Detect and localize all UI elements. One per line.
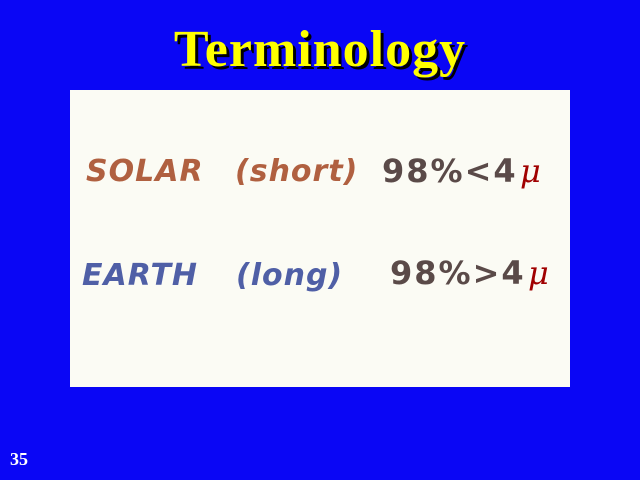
earth-unit: μ (528, 254, 549, 292)
slide-title: Terminology (173, 21, 467, 78)
solar-unit: μ (520, 152, 541, 190)
earth-qualifier: (long) (236, 258, 344, 293)
earth-label: EARTH (82, 258, 199, 293)
solar-qualifier: (short) (235, 154, 359, 189)
solar-label: SOLAR (86, 154, 204, 189)
page-number: 35 (10, 449, 28, 469)
solar-value: 98%<4 (382, 152, 518, 190)
terminology-panel: SOLAR (short) 98%<4 μ EARTH (long) 98%>4… (70, 90, 570, 387)
earth-value: 98%>4 (390, 254, 526, 292)
